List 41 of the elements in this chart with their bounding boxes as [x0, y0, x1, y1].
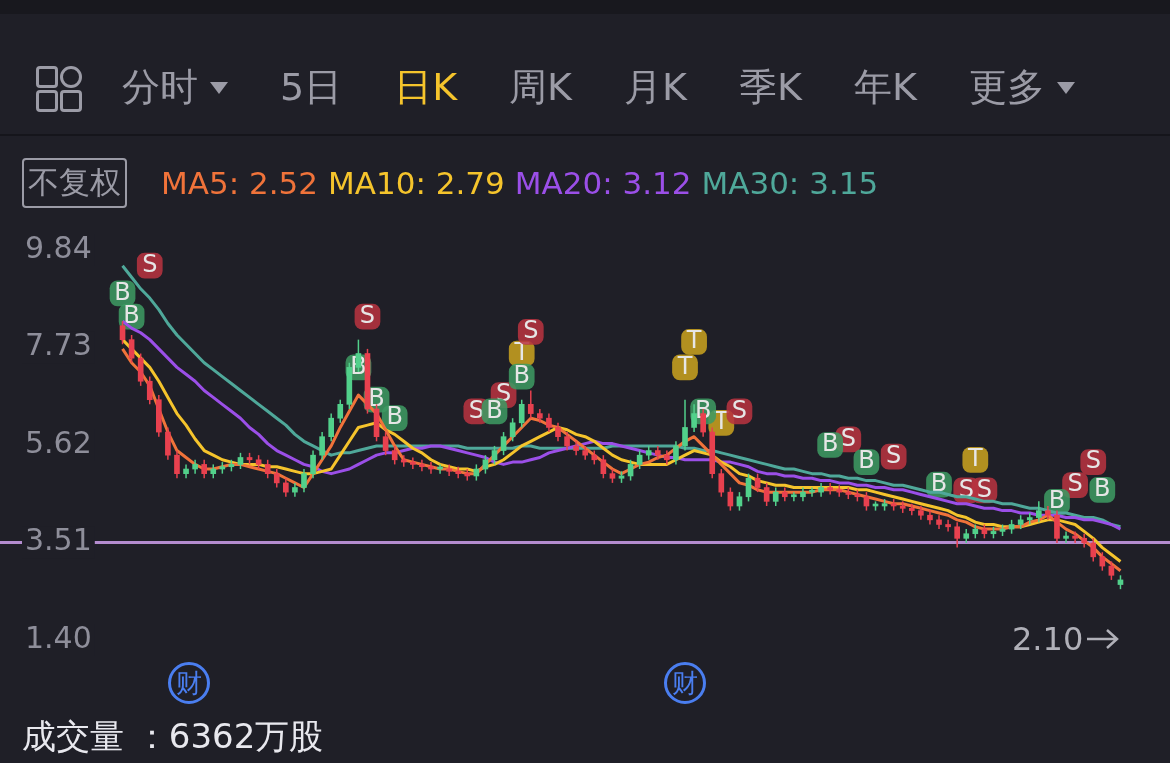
data-label: S — [840, 423, 856, 452]
y-tick-label: 5.62 — [25, 424, 92, 460]
text: MA5: 2.52 — [161, 165, 318, 201]
data-label: B — [1048, 486, 1066, 515]
data-label: B — [386, 402, 403, 431]
text: 分时 — [122, 64, 198, 111]
y-tick-label: 9.84 — [25, 229, 92, 265]
data-label: B — [930, 468, 948, 497]
text: 季K — [738, 64, 802, 111]
text: 财 — [168, 662, 210, 704]
data-label: B — [1094, 474, 1111, 503]
text: 周K — [509, 64, 573, 111]
text: MA20: 3.12 — [514, 165, 692, 201]
data-label: T — [712, 407, 729, 436]
y-tick-label: 7.73 — [25, 327, 92, 363]
data-label: B — [368, 383, 385, 412]
text: 年K — [853, 64, 917, 111]
text: MA10: 2.79 — [328, 165, 505, 201]
data-label: S — [142, 249, 158, 278]
text: 5日 — [280, 64, 343, 111]
data-label: T — [966, 444, 983, 473]
text: 不复权 — [22, 158, 127, 208]
data-label: S — [731, 395, 748, 424]
text: MA30: 3.15 — [701, 165, 879, 201]
text: 更多 — [968, 64, 1045, 111]
data-label: B — [821, 429, 839, 458]
data-label: B — [858, 446, 875, 475]
text: 财 — [664, 662, 706, 704]
text: 日K — [394, 64, 458, 111]
data-label: S — [976, 474, 992, 503]
text: 成交量 ：6362万股 — [22, 715, 324, 758]
data-label: S — [468, 395, 484, 424]
y-tick-label: 1.40 — [25, 619, 92, 655]
text: 月K — [624, 64, 687, 111]
data-label: S — [1067, 469, 1083, 498]
data-label: S — [886, 440, 902, 469]
candlestick — [337, 398, 344, 424]
data-label: S — [1085, 446, 1101, 475]
data-label: S — [359, 300, 376, 329]
y-tick-label: 3.51 — [25, 522, 92, 558]
annotation: 2.10 — [1012, 620, 1084, 658]
